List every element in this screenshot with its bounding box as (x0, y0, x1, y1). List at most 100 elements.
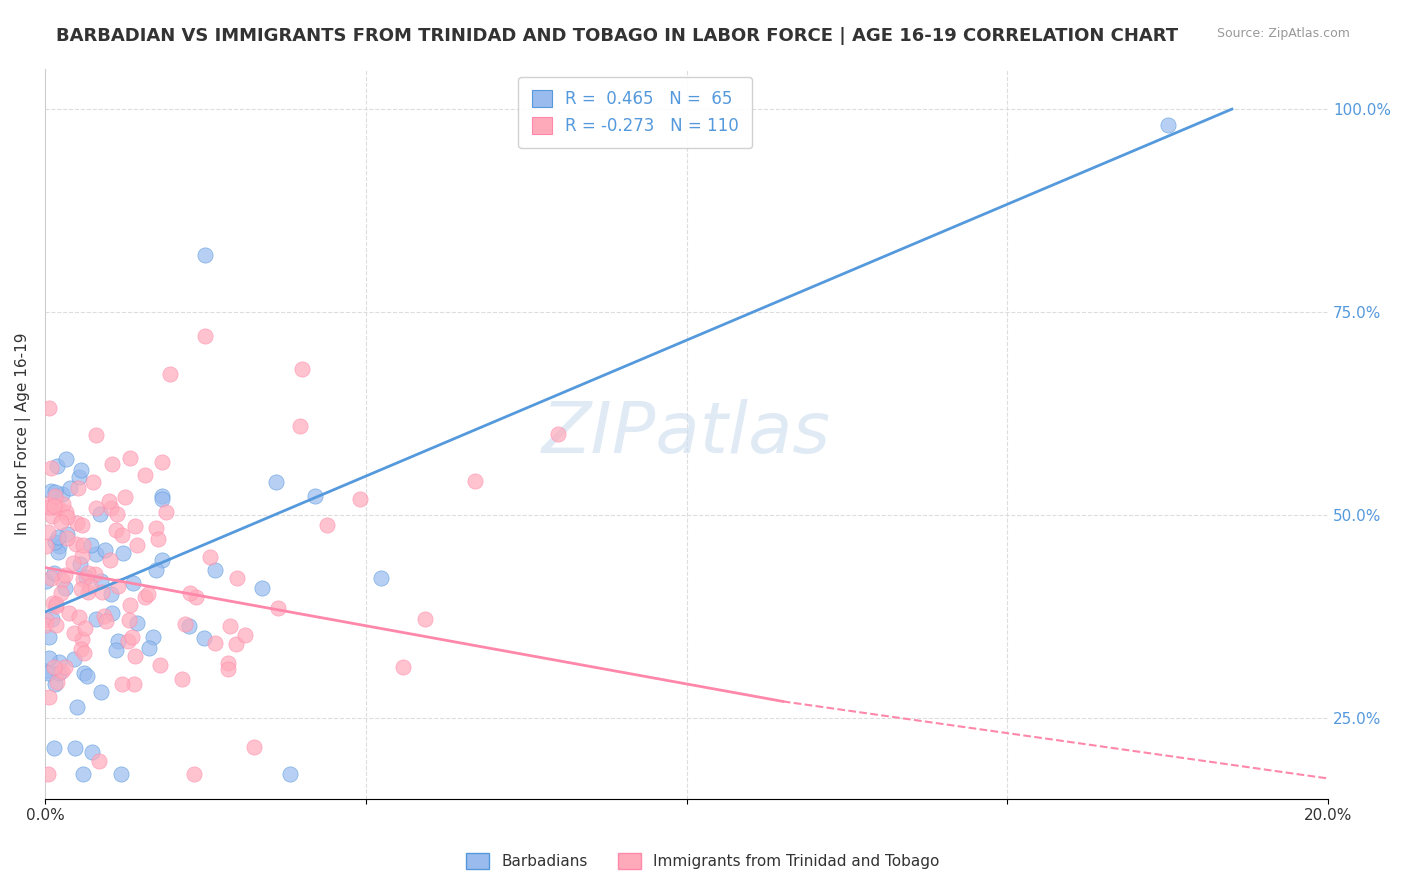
Point (104, 523, 127, 537)
Point (72, 767, 94, 781)
Point (150, 455, 173, 469)
Point (39, 461, 62, 475)
Point (46, 545, 69, 559)
Point (79, 579, 101, 593)
Point (45, 599, 67, 613)
Point (391, 660, 413, 674)
Point (72, 518, 94, 533)
Point (51, 586, 73, 600)
Point (146, 533, 169, 547)
Point (56, 527, 79, 541)
Point (63, 626, 86, 640)
Point (37, 525, 59, 540)
Point (45, 617, 67, 632)
Legend: R =  0.465   N =  65, R = -0.273   N = 110: R = 0.465 N = 65, R = -0.273 N = 110 (519, 77, 752, 148)
Point (82, 745, 104, 759)
Point (44, 535, 66, 549)
Point (114, 491, 136, 505)
Point (172, 673, 194, 687)
Point (124, 648, 146, 663)
Point (225, 572, 247, 586)
Point (111, 528, 134, 542)
Point (150, 489, 173, 503)
Point (62, 651, 84, 665)
Point (48, 539, 70, 553)
Point (72, 573, 94, 587)
Point (98, 553, 121, 567)
Point (84, 548, 107, 562)
Point (65, 740, 87, 755)
Point (38, 630, 60, 644)
Point (51, 487, 73, 501)
Legend: Barbadians, Immigrants from Trinidad and Tobago: Barbadians, Immigrants from Trinidad and… (460, 847, 946, 875)
Point (42, 596, 65, 610)
Point (145, 563, 167, 577)
Point (127, 615, 149, 630)
Point (59, 481, 82, 495)
Point (142, 630, 165, 644)
Point (121, 630, 143, 644)
Point (76, 669, 98, 683)
Point (82, 475, 104, 489)
Point (35, 613, 58, 627)
Point (90, 585, 112, 599)
Point (37, 767, 59, 781)
Y-axis label: In Labor Force | Age 16-19: In Labor Force | Age 16-19 (15, 333, 31, 535)
Point (38, 690, 60, 704)
Point (69, 463, 91, 477)
Point (83, 566, 105, 581)
Point (52, 497, 75, 511)
Point (70, 582, 93, 596)
Point (105, 507, 128, 521)
Point (217, 656, 239, 670)
Point (76, 570, 98, 584)
Point (118, 598, 141, 612)
Point (89, 754, 111, 768)
Point (1157, 118, 1180, 132)
Point (464, 474, 486, 488)
Point (72, 538, 94, 552)
Point (37, 497, 59, 511)
Point (94, 543, 117, 558)
Point (67, 470, 90, 484)
Point (125, 538, 148, 552)
Point (46, 501, 69, 516)
Point (76, 566, 98, 580)
Point (51, 573, 73, 587)
Point (35, 574, 58, 588)
Point (46, 675, 69, 690)
Point (316, 517, 339, 532)
Point (110, 767, 132, 781)
Point (413, 612, 436, 626)
Point (45, 597, 67, 611)
Point (53, 581, 76, 595)
Point (117, 634, 139, 648)
Point (44, 489, 66, 503)
Point (104, 642, 127, 657)
Point (134, 467, 156, 482)
Point (173, 616, 195, 631)
Point (67, 610, 90, 624)
Point (44, 499, 66, 513)
Point (90, 685, 112, 699)
Point (278, 767, 301, 781)
Point (124, 519, 146, 533)
Point (233, 628, 256, 642)
Point (73, 621, 96, 635)
Point (70, 632, 93, 647)
Point (290, 361, 312, 376)
Text: ZIPatlas: ZIPatlas (543, 399, 831, 468)
Point (155, 505, 177, 519)
Point (547, 426, 569, 441)
Point (288, 418, 311, 433)
Point (38, 651, 60, 665)
Point (149, 657, 172, 672)
Point (150, 553, 173, 567)
Point (38, 401, 60, 415)
Point (51, 664, 73, 678)
Point (46, 530, 69, 544)
Point (35, 539, 58, 553)
Point (53, 660, 76, 674)
Point (94, 614, 117, 628)
Point (138, 641, 160, 656)
